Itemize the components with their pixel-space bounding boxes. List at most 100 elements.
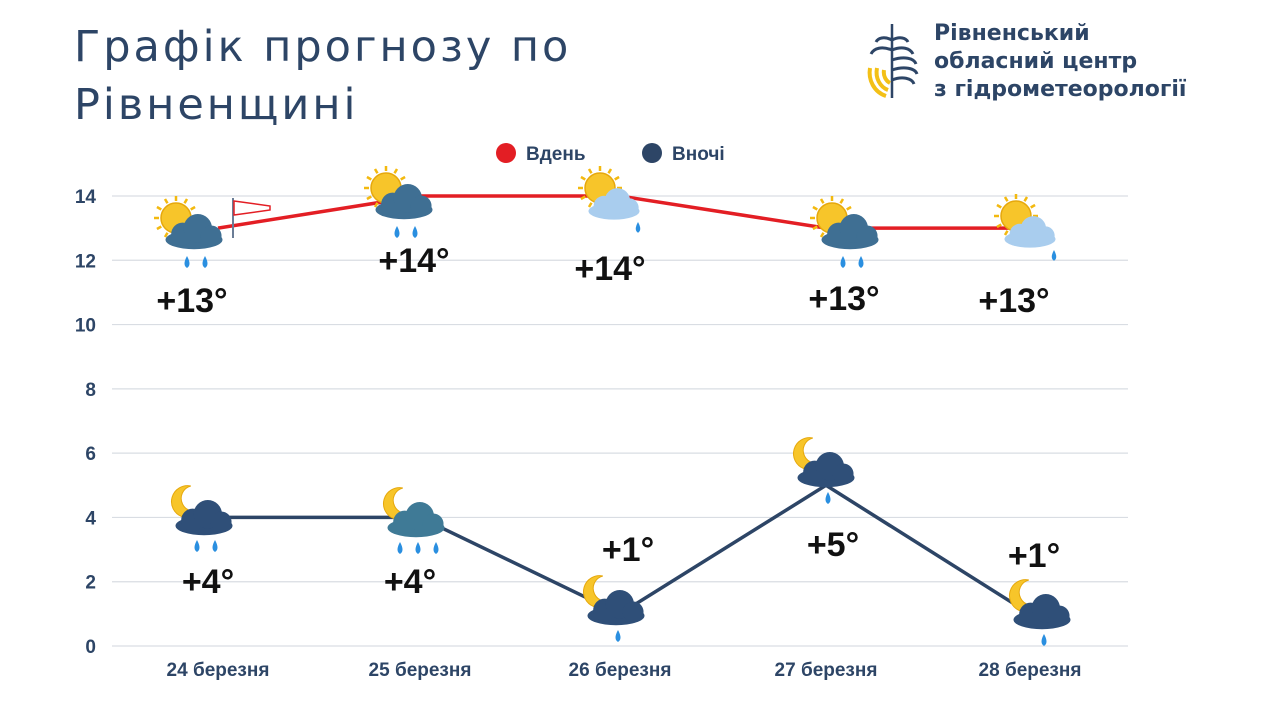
day-temperature-label: +14° xyxy=(378,242,449,280)
x-tick-label: 27 березня xyxy=(775,660,878,681)
sun-ray xyxy=(1023,196,1029,202)
windsock-icon xyxy=(232,198,271,238)
sun-ray xyxy=(156,205,162,211)
logo-line-2: обласний центр xyxy=(934,49,1138,74)
sun-cloud-light-rain-icon xyxy=(578,166,641,233)
sun-ray xyxy=(846,205,852,211)
logo-text: Рівненський обласний центр з гідрометеор… xyxy=(934,20,1186,104)
weather-icons xyxy=(154,166,1071,646)
sun-ray xyxy=(580,175,586,181)
y-tick-label: 12 xyxy=(75,251,96,272)
moon-cloud-rain-icon xyxy=(171,485,233,552)
sun-ray xyxy=(163,232,169,238)
organization-logo: Рівненський обласний центр з гідрометеор… xyxy=(862,18,1252,102)
cloud-puff xyxy=(200,225,222,247)
sun-ray xyxy=(366,175,372,181)
night-cloud xyxy=(797,452,855,488)
sun-ray xyxy=(819,232,825,238)
moon-cloud-rain-icon xyxy=(793,437,855,504)
sun-ray xyxy=(190,205,196,211)
cloud-puff xyxy=(856,225,878,247)
raindrop xyxy=(397,542,403,554)
night-temperature-label: +1° xyxy=(602,531,654,569)
sun-ray xyxy=(587,168,593,174)
night-temperature-label: +4° xyxy=(384,563,436,601)
raindrop xyxy=(394,226,400,238)
legend-night-label: Вночі xyxy=(672,144,725,165)
sun-ray xyxy=(366,195,372,201)
moon-cloud-rain-icon xyxy=(383,487,445,554)
day-temperature-label: +13° xyxy=(156,282,227,320)
raindrop xyxy=(858,256,864,268)
night-cloud xyxy=(387,502,445,538)
night-cloud xyxy=(587,590,645,626)
cloud-puff xyxy=(619,198,639,218)
raindrop xyxy=(194,540,200,552)
y-tick-label: 2 xyxy=(85,573,96,594)
day-temperature-label: +14° xyxy=(574,250,645,288)
sun-cloud-rain-icon xyxy=(810,196,879,268)
night-temperature-label: +5° xyxy=(807,526,859,564)
sun-ray xyxy=(163,198,169,204)
x-tick-label: 28 березня xyxy=(979,660,1082,681)
raindrop xyxy=(635,222,641,233)
raindrop xyxy=(1041,634,1047,646)
night-temperature-label: +4° xyxy=(182,563,234,601)
raindrop xyxy=(184,256,190,268)
y-tick-label: 10 xyxy=(75,316,96,337)
cloud-puff xyxy=(832,463,854,485)
cloud-puff xyxy=(1048,605,1070,627)
raindrop xyxy=(433,542,439,554)
sun-ray xyxy=(607,168,613,174)
sun-ray xyxy=(839,198,845,204)
sun-ray xyxy=(1003,230,1009,236)
title-line-2: Рівненщині xyxy=(74,80,359,130)
y-tick-label: 14 xyxy=(75,187,97,208)
x-tick-label: 25 березня xyxy=(369,660,472,681)
x-tick-label: 24 березня xyxy=(167,660,270,681)
y-tick-label: 0 xyxy=(85,637,96,658)
sun-cloud-rain-icon xyxy=(154,196,223,268)
water-drop-leaf-icon xyxy=(866,22,919,98)
raindrop xyxy=(1051,249,1057,261)
sun-ray xyxy=(1003,196,1009,202)
sun-ray xyxy=(373,202,379,208)
sun-ray xyxy=(812,205,818,211)
night-cloud xyxy=(175,500,233,536)
cloud-puff xyxy=(422,513,444,535)
sun-ray xyxy=(183,198,189,204)
legend-day-marker xyxy=(496,143,516,163)
light-cloud xyxy=(588,188,640,220)
cloud-puff xyxy=(622,601,644,623)
y-tick-label: 4 xyxy=(85,508,96,529)
moon-cloud-light-rain-icon xyxy=(583,575,645,642)
logo-line-1: Рівненський xyxy=(934,21,1090,46)
x-tick-label: 26 березня xyxy=(569,660,672,681)
day-temperature-label: +13° xyxy=(978,282,1049,320)
night-temperature-label: +1° xyxy=(1008,537,1060,575)
sun-ray xyxy=(819,198,825,204)
night-cloud xyxy=(1013,594,1071,630)
raindrop xyxy=(415,542,421,554)
x-axis-ticks: 24 березня 25 березня 26 березня 27 березня… xyxy=(167,660,1082,681)
cloud-puff xyxy=(1035,226,1055,246)
y-tick-label: 8 xyxy=(85,380,96,401)
legend-day-label: Вдень xyxy=(526,144,586,165)
sun-ray xyxy=(580,195,586,201)
chart-legend: Вдень Вночі xyxy=(496,143,725,165)
sun-cloud-light-rain-icon xyxy=(994,194,1057,261)
rain-cloud xyxy=(375,184,433,220)
raindrop xyxy=(202,256,208,268)
logo-line-3: з гідрометеорології xyxy=(934,77,1187,102)
sun-ray xyxy=(373,168,379,174)
legend-night-marker xyxy=(642,143,662,163)
raindrop xyxy=(825,492,831,504)
sun-ray xyxy=(393,168,399,174)
day-temperature-label: +13° xyxy=(808,280,879,318)
raindrop xyxy=(212,540,218,552)
sun-ray xyxy=(996,223,1002,229)
sun-ray xyxy=(400,175,406,181)
windsock-sock xyxy=(233,200,271,216)
cloud-puff xyxy=(210,511,232,533)
